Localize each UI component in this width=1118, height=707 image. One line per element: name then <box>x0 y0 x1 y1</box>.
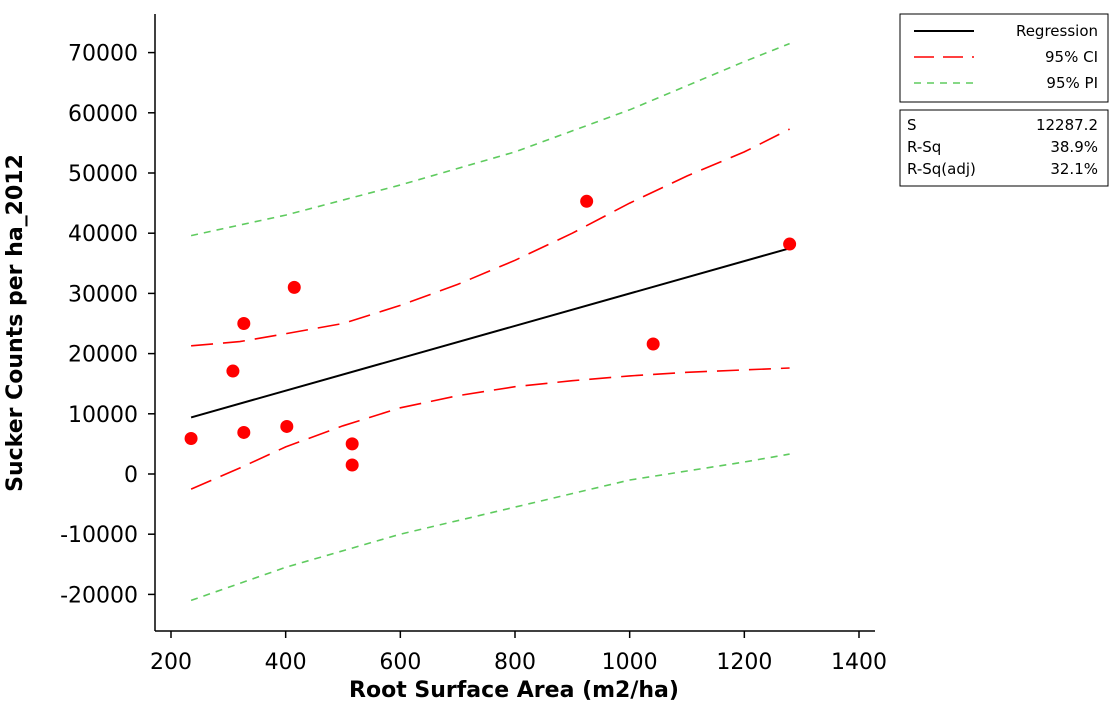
y-tick-label: 10000 <box>68 403 138 428</box>
x-tick-label: 400 <box>265 650 307 675</box>
axes: 200 400 600 800 1000 1200 1400 -20000 -10000 0 100… <box>60 14 887 675</box>
series-lines <box>190 42 790 602</box>
series-line-95-pi <box>190 42 790 237</box>
y-tick-label: -10000 <box>60 523 138 548</box>
data-point <box>237 425 251 439</box>
x-tick-label: 1400 <box>831 650 887 675</box>
x-axis-title: Root Surface Area (m2/ha) <box>349 678 679 703</box>
legend: Regression 95% CI 95% PI <box>899 13 1109 103</box>
legend-label: 95% PI <box>1046 74 1098 92</box>
data-point <box>280 419 294 433</box>
x-tick-label: 1000 <box>602 650 658 675</box>
y-tick-label: 70000 <box>68 42 138 67</box>
data-point <box>287 280 301 294</box>
legend-box <box>899 13 1109 103</box>
y-tick-label: 40000 <box>68 222 138 247</box>
data-point <box>783 237 797 251</box>
data-point <box>646 337 660 351</box>
stat-value: 12287.2 <box>1036 116 1098 134</box>
data-point <box>345 458 359 472</box>
series-line-95-ci <box>190 367 790 490</box>
y-tick-label: 0 <box>124 463 138 488</box>
data-point <box>184 431 198 445</box>
y-tick-label: 50000 <box>68 162 138 187</box>
x-tick-label: 1200 <box>716 650 772 675</box>
x-tick-label: 800 <box>494 650 536 675</box>
data-point <box>345 437 359 451</box>
scatter-points <box>184 194 797 472</box>
stat-label: R-Sq <box>907 138 941 156</box>
stat-label: S <box>907 116 917 134</box>
series-line-95-ci <box>191 128 790 347</box>
x-tick-label: 200 <box>150 650 192 675</box>
series-line-95-pi <box>190 453 790 602</box>
data-point <box>226 364 240 378</box>
y-tick-label: 30000 <box>68 282 138 307</box>
data-point <box>580 194 594 208</box>
y-axis-title: Sucker Counts per ha_2012 <box>3 154 28 492</box>
stat-value: 38.9% <box>1050 138 1098 156</box>
stats-box-frame <box>899 109 1109 187</box>
stats-box: S 12287.2 R-Sq 38.9% R-Sq(adj) 32.1% <box>899 109 1109 187</box>
legend-label: 95% CI <box>1045 48 1098 66</box>
data-point <box>237 317 251 330</box>
x-tick-label: 600 <box>379 650 421 675</box>
y-tick-label: 20000 <box>68 343 138 368</box>
stat-label: R-Sq(adj) <box>907 160 976 178</box>
legend-label: Regression <box>1016 22 1098 40</box>
stat-value: 32.1% <box>1050 160 1098 178</box>
y-tick-label: 60000 <box>68 102 138 127</box>
series-line-regression <box>190 247 790 419</box>
y-tick-label: -20000 <box>60 583 138 608</box>
